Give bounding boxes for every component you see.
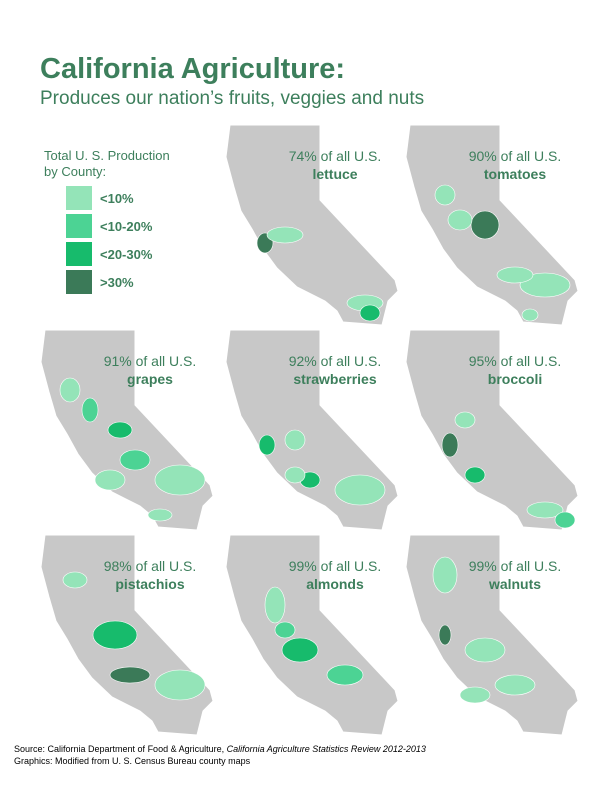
map-panel: 98% of all U.S. pistachios: [40, 534, 214, 736]
county: [526, 501, 564, 519]
county: [81, 397, 99, 423]
legend-swatch: [66, 186, 92, 210]
county: [94, 469, 126, 491]
county: [62, 571, 88, 589]
map-panel: 95% of all U.S. broccoli: [405, 329, 579, 531]
county: [59, 377, 81, 403]
map-panel: 92% of all U.S. strawberries: [225, 329, 399, 531]
panel-share: 92% of all U.S.: [289, 353, 382, 369]
county: [470, 210, 500, 240]
county: [441, 432, 459, 458]
source-prefix: Source: California Department of Food & …: [14, 744, 227, 754]
source-title: California Agriculture Statistics Review…: [227, 744, 426, 754]
legend-label: >30%: [100, 275, 134, 290]
panel-crop: lettuce: [312, 166, 357, 182]
map-panel: 99% of all U.S. walnuts: [405, 534, 579, 736]
county: [281, 637, 319, 663]
panel-share: 91% of all U.S.: [104, 353, 197, 369]
county: [464, 637, 506, 663]
panel-share: 95% of all U.S.: [469, 353, 562, 369]
panel-crop: almonds: [306, 576, 364, 592]
county: [264, 586, 286, 624]
county: [434, 184, 456, 206]
county: [92, 620, 138, 650]
subtitle: Produces our nation’s fruits, veggies an…: [40, 88, 424, 109]
county: [554, 511, 576, 529]
legend-swatch: [66, 270, 92, 294]
county: [326, 664, 364, 686]
map-panel: 90% of all U.S. tomatoes: [405, 124, 579, 326]
county: [109, 666, 151, 684]
credit: Graphics: Modified from U. S. Census Bur…: [14, 756, 251, 766]
county: [496, 266, 534, 284]
panel-share: 99% of all U.S.: [469, 558, 562, 574]
county: [107, 421, 133, 439]
county: [459, 686, 491, 704]
county: [454, 411, 476, 429]
map-panel: 99% of all U.S. almonds: [225, 534, 399, 736]
panel-crop: strawberries: [293, 371, 376, 387]
legend-label: <20-30%: [100, 247, 153, 262]
county: [274, 621, 296, 639]
legend-swatch: [66, 242, 92, 266]
maps: 74% of all U.S. lettuce 90% of all U.S. tom…: [40, 124, 579, 736]
county: [266, 226, 304, 244]
county: [438, 624, 452, 646]
county: [119, 449, 151, 471]
legend-label: <10-20%: [100, 219, 153, 234]
county: [258, 434, 276, 456]
panel-crop: tomatoes: [484, 166, 546, 182]
county: [284, 429, 306, 451]
map-panel: 91% of all U.S. grapes: [40, 329, 214, 531]
legend: <10% <10-20% <20-30% >30%: [66, 186, 153, 294]
county: [464, 466, 486, 484]
panel-crop: walnuts: [488, 576, 541, 592]
title: California Agriculture:: [40, 53, 345, 85]
county: [284, 466, 306, 484]
county: [447, 209, 473, 231]
panel-share: 98% of all U.S.: [104, 558, 197, 574]
panel-share: 74% of all U.S.: [289, 148, 382, 164]
county: [154, 669, 206, 701]
map-panel: 74% of all U.S. lettuce: [225, 124, 399, 326]
panel-crop: grapes: [127, 371, 173, 387]
county: [521, 308, 539, 322]
county: [432, 556, 458, 594]
county: [519, 272, 571, 298]
panel-share: 90% of all U.S.: [469, 148, 562, 164]
panel-crop: pistachios: [115, 576, 184, 592]
legend-label: <10%: [100, 191, 134, 206]
panel-share: 99% of all U.S.: [289, 558, 382, 574]
panel-crop: broccoli: [488, 371, 542, 387]
county: [154, 464, 206, 496]
legend-title: Total U. S. Production: [44, 148, 170, 163]
county: [334, 474, 386, 506]
county: [359, 304, 381, 322]
county: [147, 508, 173, 522]
legend-title: by County:: [44, 164, 106, 179]
legend-swatch: [66, 214, 92, 238]
county: [494, 674, 536, 696]
source: Source: California Department of Food & …: [14, 744, 426, 754]
